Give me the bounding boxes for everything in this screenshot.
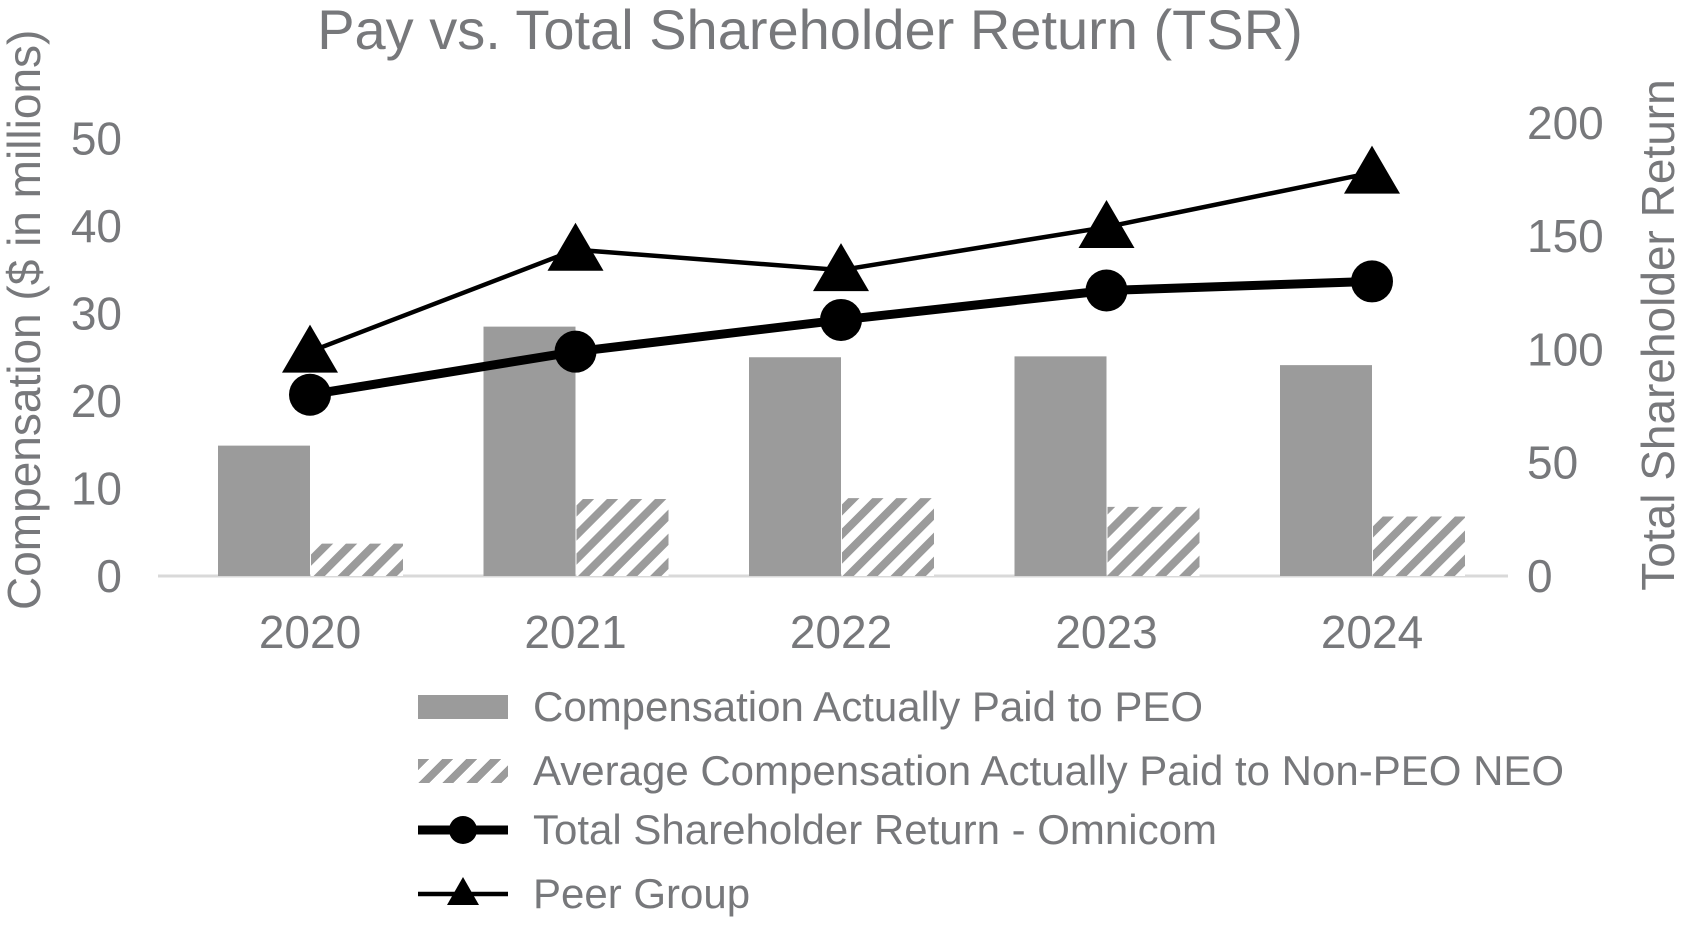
bar-peo-2023 — [1014, 356, 1107, 576]
legend-swatch-triangle-line — [418, 877, 508, 905]
y-right-tick-150: 150 — [1527, 210, 1604, 262]
bar-peo-2022 — [749, 357, 841, 576]
legend-item-tsr-omnicom: Total Shareholder Return - Omnicom — [418, 806, 1217, 853]
bar-nonpeo-2020 — [311, 543, 403, 576]
bar-nonpeo-2021 — [576, 499, 669, 576]
y-left-tick-20: 20 — [71, 375, 122, 427]
legend-label: Peer Group — [533, 870, 751, 917]
tsr-omnicom-marker-2024 — [1351, 260, 1393, 303]
y-right-tick-50: 50 — [1527, 437, 1578, 489]
peer-group-marker-2022 — [813, 243, 869, 292]
peer-group-marker-2024 — [1344, 145, 1400, 194]
x-label-2024: 2024 — [1321, 606, 1423, 658]
legend-label: Total Shareholder Return - Omnicom — [533, 806, 1217, 853]
bar-peo-2024 — [1280, 365, 1372, 576]
legend-item-peo-compensation: Compensation Actually Paid to PEO — [418, 683, 1204, 730]
legend-label: Compensation Actually Paid to PEO — [533, 683, 1204, 730]
x-label-2020: 2020 — [259, 606, 361, 658]
legend-swatch-circle-line — [418, 816, 508, 844]
bar-nonpeo-2024 — [1373, 516, 1465, 576]
peer-group-marker-2023 — [1078, 200, 1135, 249]
bar-nonpeo-2023 — [1107, 506, 1200, 576]
tsr-omnicom-marker-2022 — [820, 298, 862, 341]
legend-item-nonpeo-compensation: Average Compensation Actually Paid to No… — [418, 747, 1565, 794]
y-right-tick-200: 200 — [1527, 97, 1604, 149]
tsr-omnicom-marker-2023 — [1085, 269, 1128, 312]
bar-peo-2020 — [218, 445, 310, 576]
x-label-2021: 2021 — [524, 606, 626, 658]
x-label-2023: 2023 — [1055, 606, 1157, 658]
legend-swatch-solid-bar — [418, 695, 508, 719]
legend-item-peer-group: Peer Group — [418, 870, 751, 917]
tsr-omnicom-marker-2021 — [554, 330, 597, 373]
y-right-tick-100: 100 — [1527, 323, 1604, 375]
legend-label: Average Compensation Actually Paid to No… — [533, 747, 1565, 794]
y-left-tick-30: 30 — [71, 288, 122, 340]
chart-title: Pay vs. Total Shareholder Return (TSR) — [317, 0, 1303, 61]
y-left-tick-50: 50 — [71, 113, 122, 165]
y-right-tick-0: 0 — [1527, 550, 1553, 602]
legend-swatch-hatched-bar — [418, 759, 508, 783]
peer-group-marker-2020 — [282, 324, 338, 373]
y-left-tick-40: 40 — [71, 200, 122, 252]
peer-group-marker-2021 — [547, 222, 604, 271]
x-label-2022: 2022 — [790, 606, 892, 658]
y-left-tick-10: 10 — [71, 463, 122, 515]
tsr-omnicom-marker-2020 — [289, 373, 331, 416]
bar-nonpeo-2022 — [842, 498, 934, 576]
y-left-tick-0: 0 — [96, 550, 122, 602]
